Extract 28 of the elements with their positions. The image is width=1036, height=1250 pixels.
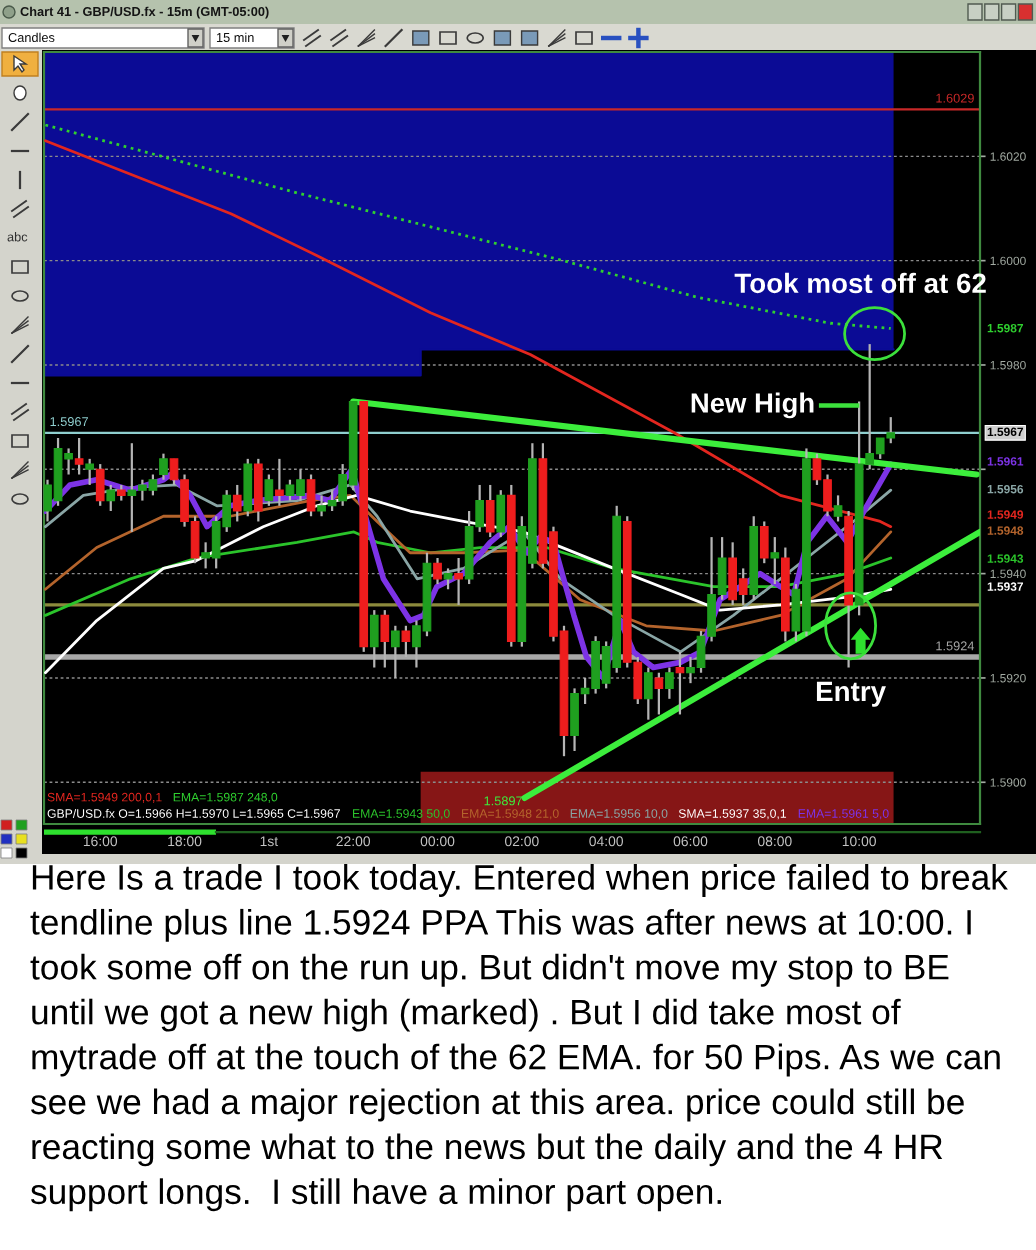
- candlestick: [243, 457, 253, 518]
- candlestick: [654, 671, 664, 716]
- candlestick: [74, 436, 84, 476]
- annotation: Entry: [816, 681, 886, 707]
- candlestick: [85, 457, 95, 487]
- candlestick: [264, 473, 274, 507]
- candlestick: [485, 483, 495, 539]
- candlestick: [401, 624, 411, 659]
- candlestick: [643, 666, 653, 721]
- candlestick: [159, 452, 168, 481]
- annotation: New High: [691, 392, 814, 419]
- candlestick: [454, 556, 463, 607]
- candlestick: [275, 457, 284, 507]
- candlestick: [306, 473, 316, 518]
- candlestick: [95, 462, 105, 507]
- candlestick: [391, 624, 400, 680]
- candlestick: [496, 489, 506, 539]
- candlestick: [369, 609, 379, 669]
- text: Here Is a trade I took today. Entered when price failed to break tendline plus line 1.5924 PPA This was after news at 10:00. I took some off on the run up. But didn't move my stop to BE until we got a new high (marked) . But I did take most of mytrade off at the touch of the 62 EMA. for 50 Pips. As we can see we had a major rejection at this area. price could still be reacting some what to the news but the daily and the 4 HR support longs. I still have a minor part open.: [30, 864, 1008, 1212]
- candlestick: [833, 494, 843, 523]
- candlestick: [106, 483, 116, 513]
- candlestick: [759, 520, 769, 565]
- candlestick: [665, 666, 674, 700]
- candlestick: [380, 609, 390, 669]
- candlestick: [253, 457, 263, 523]
- candlestick: [770, 536, 780, 586]
- candlestick: [433, 556, 442, 586]
- candlestick: [232, 483, 242, 523]
